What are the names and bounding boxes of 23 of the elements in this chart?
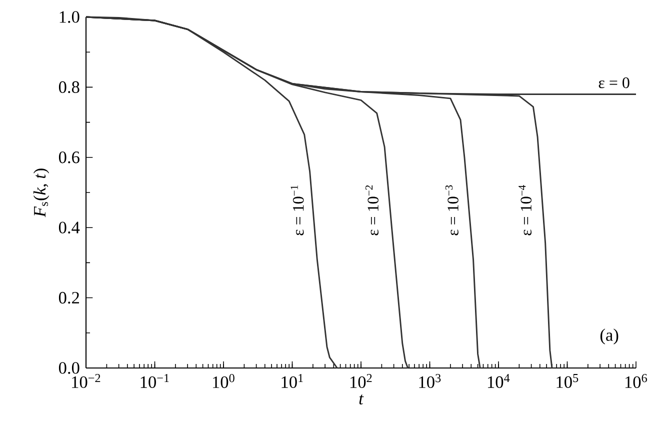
x-tick-label: 10$^{1}$ — [282, 374, 303, 388]
y-tick-label: 0.4 — [58, 222, 80, 234]
text: ε = 10$^{−3}$ — [445, 185, 458, 236]
x-tick-label: 10$^{3}$ — [419, 374, 441, 388]
x-tick-label: 10$^{5}$ — [556, 374, 578, 388]
y-tick-label: 0.6 — [58, 152, 80, 164]
x-tick-label: 10$^{2}$ — [350, 374, 372, 388]
y-tick-label: 0.0 — [58, 362, 80, 374]
series-label: ε = 0 — [598, 77, 630, 88]
annotation: (a) — [600, 328, 618, 344]
y-tick-label: 1.0 — [60, 11, 80, 23]
text: ε = 10$^{−2}$ — [365, 185, 378, 236]
text: ε = 10$^{−1}$ — [290, 185, 304, 236]
text: ε = 10$^{−4}$ — [518, 184, 532, 236]
y-tick-label: 0.2 — [58, 292, 80, 304]
x-tick-label: 10$^{0}$ — [212, 374, 234, 388]
x-tick-label: 10$^{6}$ — [625, 374, 647, 388]
y-tick-label: 0.8 — [58, 81, 80, 94]
x-tick-label: 10$^{−2}$ — [72, 374, 100, 388]
x-tick-label: 10$^{−1}$ — [140, 374, 169, 388]
x-axis-title: t — [359, 394, 364, 404]
y-axis-title: F$_{s}$(k, t) — [33, 168, 50, 218]
x-tick-label: 10$^{4}$ — [488, 374, 510, 388]
